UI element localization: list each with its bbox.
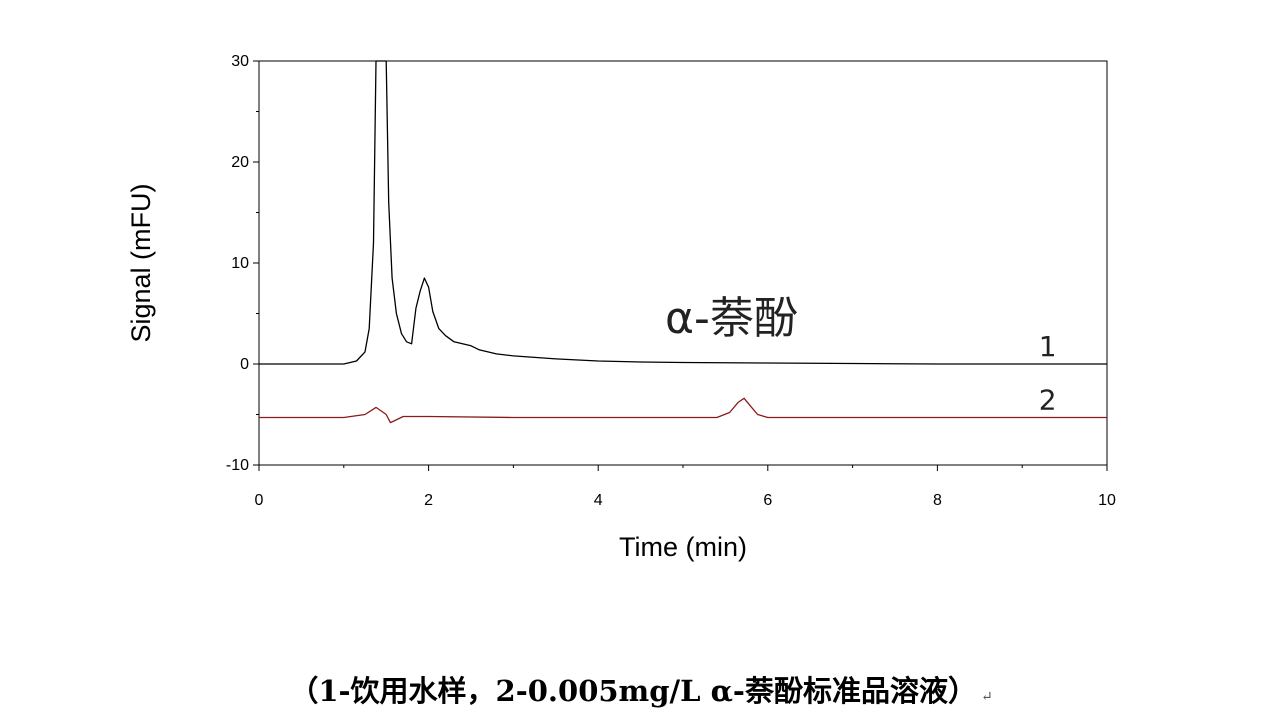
figure-caption: （1-饮用水样，2-0.005mg/L α-萘酚标准品溶液） ↵ [0, 668, 1282, 710]
y-tick-label: -10 [226, 457, 249, 474]
x-tick-label: 4 [594, 492, 603, 509]
chart-svg: -10 0 10 20 30 0 2 4 6 8 10 Time (min) Signal (mF… [126, 53, 1116, 562]
paragraph-mark: ↵ [980, 689, 993, 705]
plot-frame [258, 60, 1108, 466]
y-axis-ticks: -10 0 10 20 30 [226, 53, 259, 474]
x-tick-label: 8 [933, 492, 942, 509]
series-layer [259, 60, 1107, 424]
y-tick-label: 10 [231, 255, 249, 272]
y-axis-title: Signal (mFU) [126, 183, 156, 342]
x-tick-label: 6 [763, 492, 772, 509]
y-tick-label: 20 [231, 154, 249, 171]
x-tick-label: 0 [255, 492, 264, 509]
series-2-label: 2 [1039, 384, 1057, 417]
x-tick-label: 2 [424, 492, 433, 509]
compound-annotation: α-萘酚 [665, 293, 798, 344]
series-2-line [259, 397, 1107, 424]
series-labels: 12 [1039, 330, 1057, 417]
x-axis-title: Time (min) [619, 532, 747, 562]
caption-text: （1-饮用水样，2-0.005mg/L α-萘酚标准品溶液） [289, 674, 977, 708]
y-tick-label: 30 [231, 53, 249, 70]
x-tick-label: 10 [1098, 492, 1116, 509]
y-tick-label: 0 [240, 356, 249, 373]
x-axis-ticks: 0 2 4 6 8 10 [255, 465, 1116, 509]
series-1-line [259, 60, 1107, 365]
series-1-label: 1 [1039, 330, 1057, 363]
